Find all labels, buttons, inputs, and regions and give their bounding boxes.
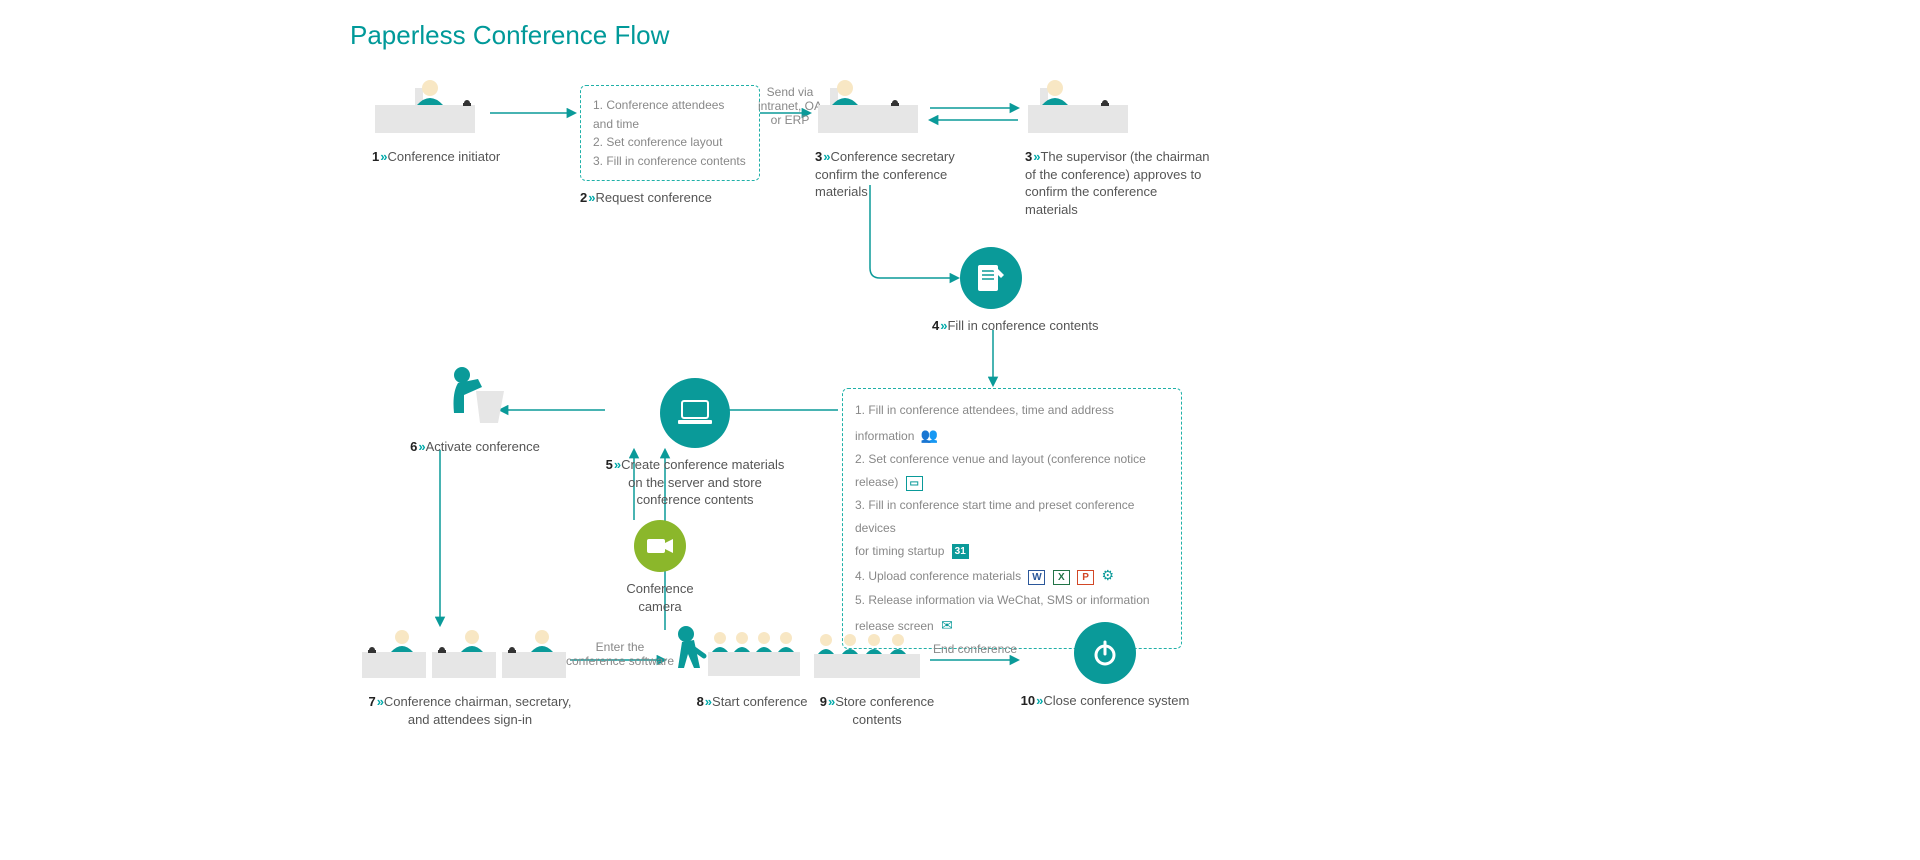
step-4: 4»Fill in conference contents	[960, 247, 1160, 335]
mail-icon: ✉	[941, 617, 953, 633]
excel-icon: X	[1053, 570, 1070, 585]
step-10: 10»Close conference system	[1020, 622, 1190, 710]
document-icon	[960, 247, 1022, 309]
step-3b: 3»The supervisor (the chairman of the co…	[1025, 80, 1210, 218]
edge-label-enter: Enter the conference software	[565, 640, 675, 668]
step-7: 7»Conference chairman, secretary, and at…	[360, 628, 580, 728]
edge-label-end: End conference	[930, 642, 1020, 656]
camera-icon	[634, 520, 686, 572]
step-6: 6»Activate conference	[400, 365, 550, 456]
calendar-icon: 31	[952, 544, 969, 559]
power-icon	[1074, 622, 1136, 684]
gear-icon: ⚙	[1101, 567, 1114, 583]
detail-box: 1. Fill in conference attendees, time an…	[842, 388, 1182, 649]
page-title: Paperless Conference Flow	[350, 20, 669, 51]
step-2: 1. Conference attendees and time 2. Set …	[580, 85, 760, 207]
step-5: 5»Create conference materials on the ser…	[600, 378, 790, 509]
laptop-icon	[660, 378, 730, 448]
screen-icon: ▭	[906, 476, 923, 491]
step-1: 1»Conference initiator	[372, 80, 502, 166]
word-icon: W	[1028, 570, 1045, 585]
people-icon: 👥	[921, 427, 938, 443]
camera-node: Conference camera	[610, 520, 710, 615]
step-3a: 3»Conference secretary confirm the confe…	[815, 80, 965, 201]
ppt-icon: P	[1077, 570, 1094, 585]
step-9: 9»Store conference contents	[812, 630, 942, 728]
step-8: 8»Start conference	[672, 620, 832, 711]
